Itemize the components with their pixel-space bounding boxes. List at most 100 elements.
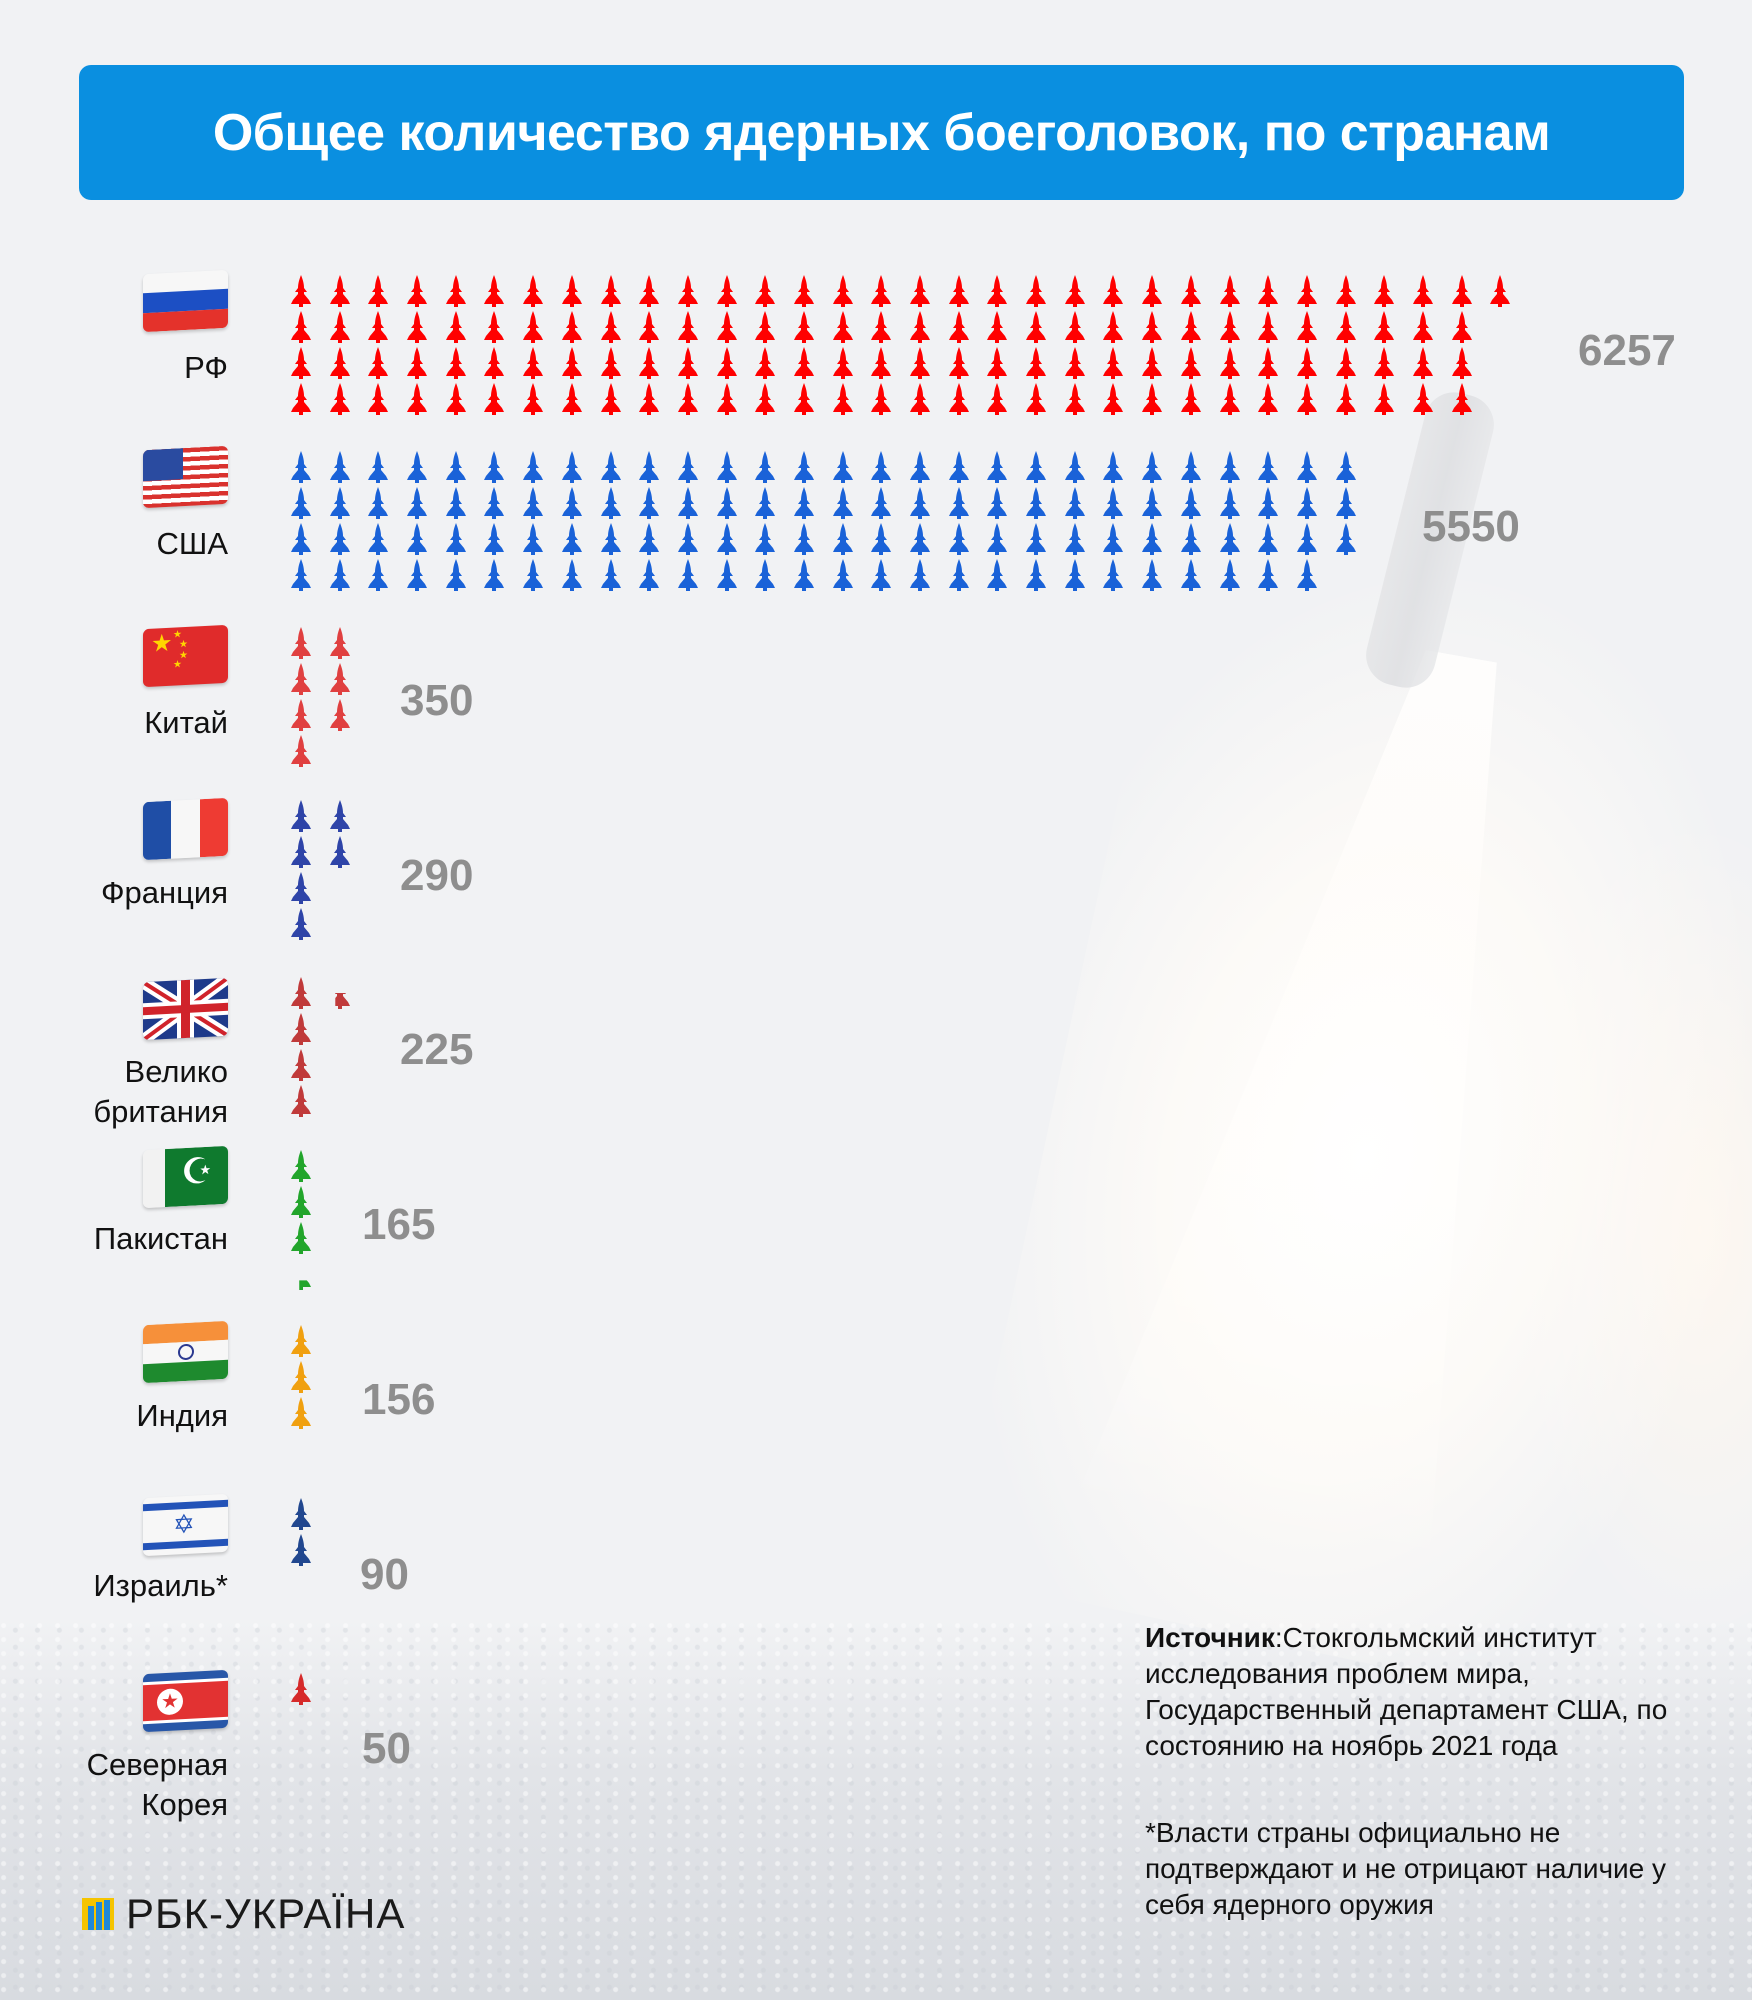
warhead-icon: [290, 1258, 312, 1290]
warhead-icon: [291, 663, 311, 695]
flag-israel-icon: ✡: [143, 1493, 228, 1557]
warhead-icon: [1296, 311, 1317, 343]
warhead-icon: [291, 559, 311, 591]
warhead-icon: [1103, 559, 1124, 591]
warhead-icon: [291, 1673, 311, 1705]
warhead-icon: [291, 523, 311, 555]
warhead-icon: [484, 383, 505, 415]
country-label: Индия: [136, 1398, 228, 1433]
warhead-icon: [987, 451, 1008, 483]
warhead-icons-ru: [290, 275, 1528, 419]
warhead-icon: [407, 487, 428, 519]
warhead-icon: [368, 487, 389, 519]
warhead-icon: [407, 311, 428, 343]
background-cloud: [1500, 780, 1752, 1680]
flag-india-icon: [143, 1320, 228, 1384]
warhead-icon: [677, 311, 698, 343]
warhead-icon: [1026, 487, 1047, 519]
flag-uk-icon: [143, 977, 228, 1041]
warhead-icon: [1335, 347, 1356, 379]
warhead-icon: [600, 311, 621, 343]
warhead-icon: [407, 559, 428, 591]
warhead-icon: [1103, 487, 1124, 519]
warhead-icon: [600, 383, 621, 415]
warhead-icon: [755, 559, 776, 591]
warhead-icon: [987, 523, 1008, 555]
chart-title: Общее количество ядерных боеголовок, по …: [212, 103, 1551, 162]
warhead-icon: [910, 383, 930, 415]
warhead-icon: [1219, 347, 1240, 379]
warhead-icon: [910, 559, 930, 591]
warhead-icon: [677, 523, 698, 555]
warhead-icon: [910, 311, 930, 343]
warhead-icon: [755, 523, 776, 555]
warhead-icon: [1258, 383, 1279, 415]
warhead-icon: [677, 347, 698, 379]
warhead-icons-pk: [290, 1150, 329, 1294]
warhead-icon: [329, 347, 350, 379]
rbc-ukraine-logo[interactable]: РБК-УКРАЇНА: [82, 1890, 405, 1938]
value-label: 5550: [1422, 502, 1520, 551]
warhead-icon: [329, 487, 350, 519]
warhead-icon: [600, 347, 621, 379]
value-label: 350: [400, 676, 474, 725]
warhead-icon: [1335, 523, 1356, 555]
warhead-icon: [677, 451, 698, 483]
warhead-icon: [1064, 487, 1085, 519]
warhead-icon: [1374, 383, 1395, 415]
warhead-icon: [523, 311, 544, 343]
warhead-icon: [1064, 275, 1085, 307]
warhead-icon: [329, 559, 350, 591]
warhead-icon: [1258, 275, 1279, 307]
warhead-icon: [910, 275, 930, 307]
flag-russia-icon: [143, 269, 228, 333]
warhead-icon: [987, 311, 1008, 343]
warhead-icon: [600, 559, 621, 591]
warhead-icon: [368, 275, 389, 307]
warhead-icon: [1103, 347, 1124, 379]
warhead-icon: [1142, 311, 1163, 343]
value-label: 6257: [1578, 326, 1676, 375]
warhead-icon: [600, 275, 621, 307]
warhead-icon: [677, 487, 698, 519]
warhead-icon: [561, 347, 582, 379]
warhead-icon: [523, 451, 544, 483]
warhead-icon: [291, 275, 311, 307]
warhead-icon: [291, 487, 311, 519]
warhead-icon: [1296, 275, 1317, 307]
warhead-icon: [948, 451, 969, 483]
logo-text: РБК-УКРАЇНА: [126, 1890, 406, 1937]
country-label: США: [156, 526, 228, 561]
warhead-icon: [368, 451, 389, 483]
warhead-icon: [561, 487, 582, 519]
warhead-icon: [1258, 559, 1279, 591]
warhead-icon: [1180, 487, 1201, 519]
warhead-icon: [1064, 383, 1085, 415]
warhead-icon: [368, 559, 389, 591]
warhead-icon: [793, 311, 814, 343]
country-label: Северная Корея: [86, 1747, 228, 1822]
warhead-icon: [1103, 523, 1124, 555]
warhead-icon: [1451, 347, 1472, 379]
warhead-icon: [948, 383, 969, 415]
warhead-icon: [639, 311, 660, 343]
warhead-icon: [1103, 275, 1124, 307]
warhead-icon: [445, 311, 466, 343]
warhead-icon: [329, 275, 350, 307]
warhead-icon: [1142, 451, 1163, 483]
warhead-icon: [407, 383, 428, 415]
warhead-icon: [948, 559, 969, 591]
warhead-icon: [1142, 559, 1163, 591]
warhead-icon: [1026, 451, 1047, 483]
warhead-icon: [291, 383, 311, 415]
warhead-icon: [600, 523, 621, 555]
warhead-icon: [716, 275, 737, 307]
warhead-icon: [523, 559, 544, 591]
warhead-icon: [1296, 559, 1317, 591]
background-missile-trail: [1075, 616, 1586, 1565]
warhead-icon: [1335, 487, 1356, 519]
warhead-icon: [445, 487, 466, 519]
source-note: Источник:Стокгольмский институт исследов…: [1145, 1620, 1705, 1764]
warhead-icon: [948, 275, 969, 307]
warhead-icon: [1335, 275, 1356, 307]
